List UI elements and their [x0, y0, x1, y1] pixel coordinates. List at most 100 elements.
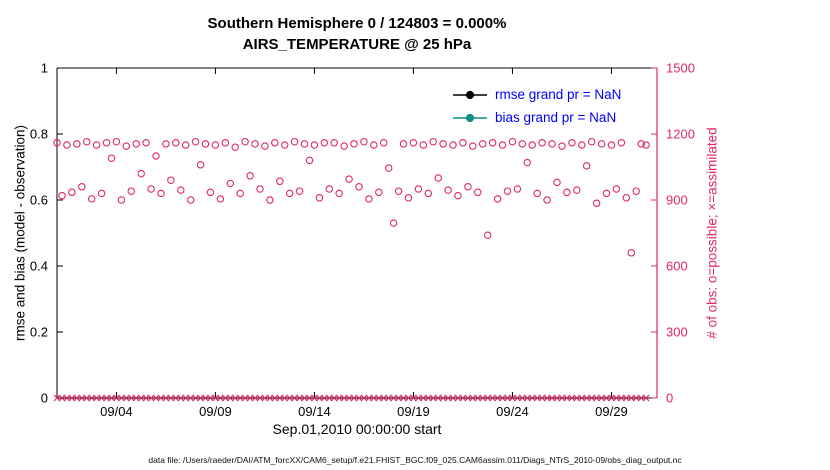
possible-obs-marker — [627, 249, 636, 257]
possible-obs-marker — [389, 219, 398, 227]
possible-obs-marker — [216, 195, 225, 203]
legend-item-bias: bias grand pr = NaN — [452, 106, 621, 129]
possible-obs-marker — [246, 172, 254, 180]
assimilated-obs-marker — [499, 394, 506, 402]
possible-obs-marker — [280, 141, 289, 149]
possible-obs-marker — [167, 176, 175, 184]
assimilated-obs-marker — [197, 394, 205, 402]
possible-obs-marker — [53, 139, 61, 147]
y-tick-label-left: 0 — [41, 391, 48, 406]
right-axis-label: # of obs: o=possible; ×=assimilated — [704, 127, 720, 339]
possible-obs-marker — [97, 189, 106, 198]
legend-label-bias: bias grand pr = NaN — [495, 110, 617, 125]
possible-obs-marker — [147, 185, 155, 193]
assimilated-obs-marker — [330, 394, 338, 402]
left-axis-label: rmse and bias (model - observation) — [12, 124, 28, 342]
assimilated-obs-marker — [464, 394, 472, 402]
assimilated-obs-marker — [345, 394, 353, 402]
assimilated-obs-marker — [598, 394, 606, 402]
assimilated-obs-marker — [424, 394, 432, 402]
assimilated-obs-marker — [301, 394, 308, 402]
possible-obs-marker — [186, 196, 195, 204]
possible-obs-marker — [107, 154, 116, 162]
possible-obs-marker — [394, 187, 403, 195]
assimilated-obs-marker — [603, 394, 610, 402]
possible-obs-marker — [602, 189, 611, 198]
possible-obs-marker — [266, 196, 274, 204]
y-tick-label-left: 1 — [41, 61, 48, 76]
possible-obs-marker — [345, 175, 353, 183]
assimilated-obs-marker — [221, 394, 229, 402]
possible-obs-marker — [201, 140, 210, 148]
plot-title: Southern Hemisphere 0 / 124803 = 0.000% … — [57, 13, 657, 55]
assimilated-obs-marker — [266, 394, 274, 402]
possible-obs-marker — [360, 137, 368, 146]
possible-obs-marker — [102, 139, 111, 147]
assimilated-obs-marker — [103, 394, 110, 402]
possible-obs-marker — [350, 140, 358, 148]
possible-obs-marker — [122, 142, 131, 150]
assimilated-obs-marker — [251, 394, 259, 402]
assimilated-obs-marker — [58, 394, 66, 402]
assimilated-obs-marker — [350, 394, 358, 402]
possible-obs-marker — [206, 188, 215, 197]
assimilated-obs-marker — [405, 394, 412, 402]
legend: rmse grand pr = NaN bias grand pr = NaN — [452, 83, 621, 129]
assimilated-observations-points — [53, 394, 650, 402]
possible-obs-marker — [632, 187, 640, 195]
possible-obs-marker — [310, 141, 319, 149]
assimilated-obs-marker — [211, 394, 219, 402]
assimilated-obs-marker — [162, 394, 170, 402]
possible-obs-marker — [449, 141, 457, 149]
assimilated-obs-marker — [246, 394, 254, 402]
assimilated-obs-marker — [538, 394, 546, 402]
possible-obs-marker — [414, 185, 423, 193]
possible-obs-marker — [563, 188, 571, 197]
assimilated-obs-marker — [583, 394, 591, 402]
possible-obs-marker — [211, 141, 220, 149]
possible-obs-marker — [251, 140, 259, 148]
plot-title-line1: Southern Hemisphere 0 / 124803 = 0.000% — [207, 15, 507, 32]
assimilated-obs-marker — [474, 394, 482, 402]
possible-obs-marker — [305, 156, 314, 165]
possible-obs-marker — [271, 139, 279, 147]
assimilated-obs-marker — [192, 394, 200, 402]
possible-obs-marker — [578, 141, 586, 149]
possible-obs-marker — [82, 137, 91, 146]
possible-obs-marker — [582, 162, 591, 170]
assimilated-obs-marker — [83, 394, 91, 402]
assimilated-obs-marker — [528, 394, 536, 402]
possible-obs-marker — [439, 140, 447, 148]
possible-obs-marker — [642, 141, 650, 149]
possible-obs-marker — [58, 191, 66, 200]
assimilated-obs-marker — [370, 394, 378, 402]
assimilated-obs-marker — [414, 394, 422, 402]
assimilated-obs-marker — [172, 394, 180, 402]
y-tick-label-left: 0.8 — [30, 127, 48, 142]
possible-obs-marker — [543, 196, 551, 204]
y-tick-label-right: 1200 — [666, 127, 695, 142]
possible-obs-marker — [231, 143, 239, 151]
assimilated-obs-marker — [236, 394, 244, 402]
possible-obs-marker — [617, 139, 626, 147]
assimilated-obs-marker — [622, 394, 630, 402]
assimilated-obs-marker — [117, 394, 125, 402]
possible-obs-marker — [325, 185, 334, 193]
possible-obs-marker — [191, 137, 200, 146]
legend-item-rmse: rmse grand pr = NaN — [452, 83, 621, 106]
assimilated-obs-marker — [434, 394, 442, 402]
x-tick-label: 09/24 — [496, 404, 529, 419]
assimilated-obs-marker — [182, 394, 190, 402]
possible-obs-marker — [469, 142, 477, 150]
assimilated-obs-marker — [315, 394, 323, 402]
possible-obs-marker — [399, 140, 408, 148]
x-tick-label: 09/19 — [397, 404, 430, 419]
assimilated-obs-marker — [617, 394, 625, 402]
assimilated-obs-marker — [325, 394, 333, 402]
possible-obs-marker — [498, 141, 507, 149]
assimilated-obs-marker — [444, 394, 452, 402]
possible-obs-marker — [117, 196, 126, 204]
possible-obs-marker — [73, 140, 81, 148]
assimilated-obs-marker — [226, 394, 234, 402]
